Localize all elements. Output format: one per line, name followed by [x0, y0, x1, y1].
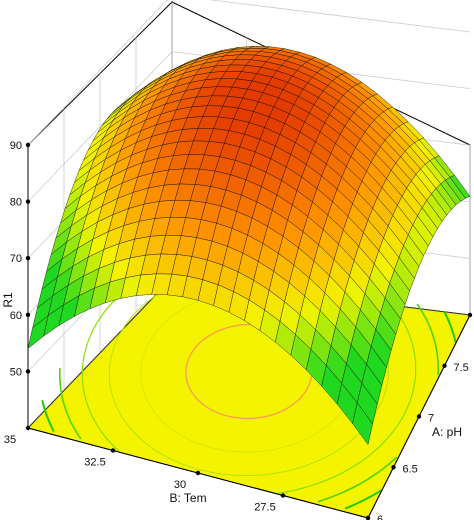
- x-tick-label: 30: [174, 479, 186, 491]
- y-tick-mark: [467, 312, 473, 318]
- x-tick-label: 27.5: [254, 502, 275, 514]
- z-tick-mark: [25, 199, 31, 204]
- surface-cell: [27, 314, 49, 350]
- z-tick-mark: [25, 142, 31, 148]
- z-tick-label: 90: [10, 140, 22, 152]
- z-tick-mark: [25, 256, 31, 261]
- surface-mesh: [27, 45, 471, 446]
- z-tick-label: 80: [10, 197, 22, 209]
- y-axis-ticks: 66.577.58: [365, 312, 473, 520]
- y-tick-label: 7.5: [454, 362, 469, 374]
- y-tick-label: 6.5: [403, 463, 418, 475]
- x-tick-mark: [195, 470, 201, 476]
- z-axis-ticks: 50 60 70 80 90: [10, 140, 31, 378]
- y-tick-label: 7: [428, 413, 434, 425]
- y-tick-mark: [391, 465, 396, 470]
- z-tick-label: 60: [10, 310, 22, 322]
- y-tick-mark: [442, 363, 447, 368]
- wall-gridline: [209, 0, 471, 33]
- x-tick-label: 32.5: [84, 457, 105, 469]
- y-tick-mark: [416, 414, 422, 419]
- x-tick-label: 35: [4, 434, 16, 446]
- wall-gridline: [27, 0, 168, 146]
- x-axis-label: B: Tem: [169, 491, 206, 505]
- z-tick-mark: [25, 312, 31, 317]
- z-tick-mark: [25, 369, 31, 374]
- y-tick-mark: [365, 515, 371, 520]
- z-axis-label: R1: [1, 292, 15, 308]
- z-tick-label: 70: [10, 253, 22, 265]
- y-tick-label: 6: [377, 514, 383, 520]
- z-tick-label: 50: [10, 366, 22, 378]
- x-tick-mark: [280, 493, 286, 498]
- y-axis-label: A: pH: [432, 425, 462, 439]
- x-tick-mark: [110, 448, 116, 453]
- x-tick-mark: [25, 425, 31, 431]
